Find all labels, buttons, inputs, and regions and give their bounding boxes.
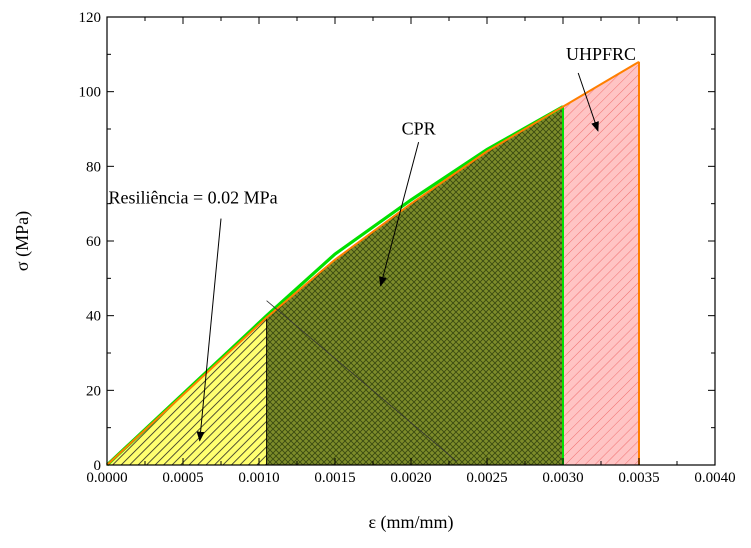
y-tick-label: 40 [86,309,101,325]
annotation-resiliencia: Resiliência = 0.02 MPa [109,188,278,208]
region-resiliencia [107,317,267,465]
y-tick-labels: 0 20 40 60 80 100 120 [79,10,102,474]
shaded-regions [107,61,640,466]
x-tick-label: 0.0000 [86,470,127,486]
arrow-cpr [379,141,420,287]
y-tick-label: 20 [86,383,101,399]
y-tick-label: 100 [79,85,102,101]
arrow-uhpfrc [577,72,599,132]
axis-ticks [106,16,716,466]
region-cpr [266,106,563,465]
x-tick-label: 0.0020 [390,470,431,486]
annotations: UHPFRC CPR Resiliência = 0.02 MPa [109,44,636,462]
x-tick-labels: 0.0000 0.0005 0.0010 0.0015 0.0020 0.0025 0.00… [86,470,735,486]
annotation-uhpfrc: UHPFRC [566,44,636,64]
x-tick-label: 0.0030 [542,470,583,486]
region-uhpfrc [563,61,639,466]
series-line-cpr [105,105,564,467]
x-tick-label: 0.0040 [694,470,735,486]
x-tick-label: 0.0035 [618,470,659,486]
x-axis-label: ε (mm/mm) [368,512,453,533]
y-tick-label: 120 [79,10,102,26]
arrow-resiliencia [196,218,222,442]
series-lines [105,60,640,467]
x-tick-label: 0.0025 [466,470,507,486]
y-axis-label: σ (MPa) [12,211,33,271]
y-tick-label: 80 [86,159,101,175]
series-line-uhpfrc [106,60,640,466]
x-tick-label: 0.0015 [314,470,355,486]
y-tick-label: 60 [86,234,101,250]
diagonal-guide-line [266,300,457,462]
x-tick-label: 0.0005 [162,470,203,486]
x-tick-label: 0.0010 [238,470,279,486]
annotation-cpr: CPR [402,119,436,139]
y-tick-label: 0 [94,458,102,474]
